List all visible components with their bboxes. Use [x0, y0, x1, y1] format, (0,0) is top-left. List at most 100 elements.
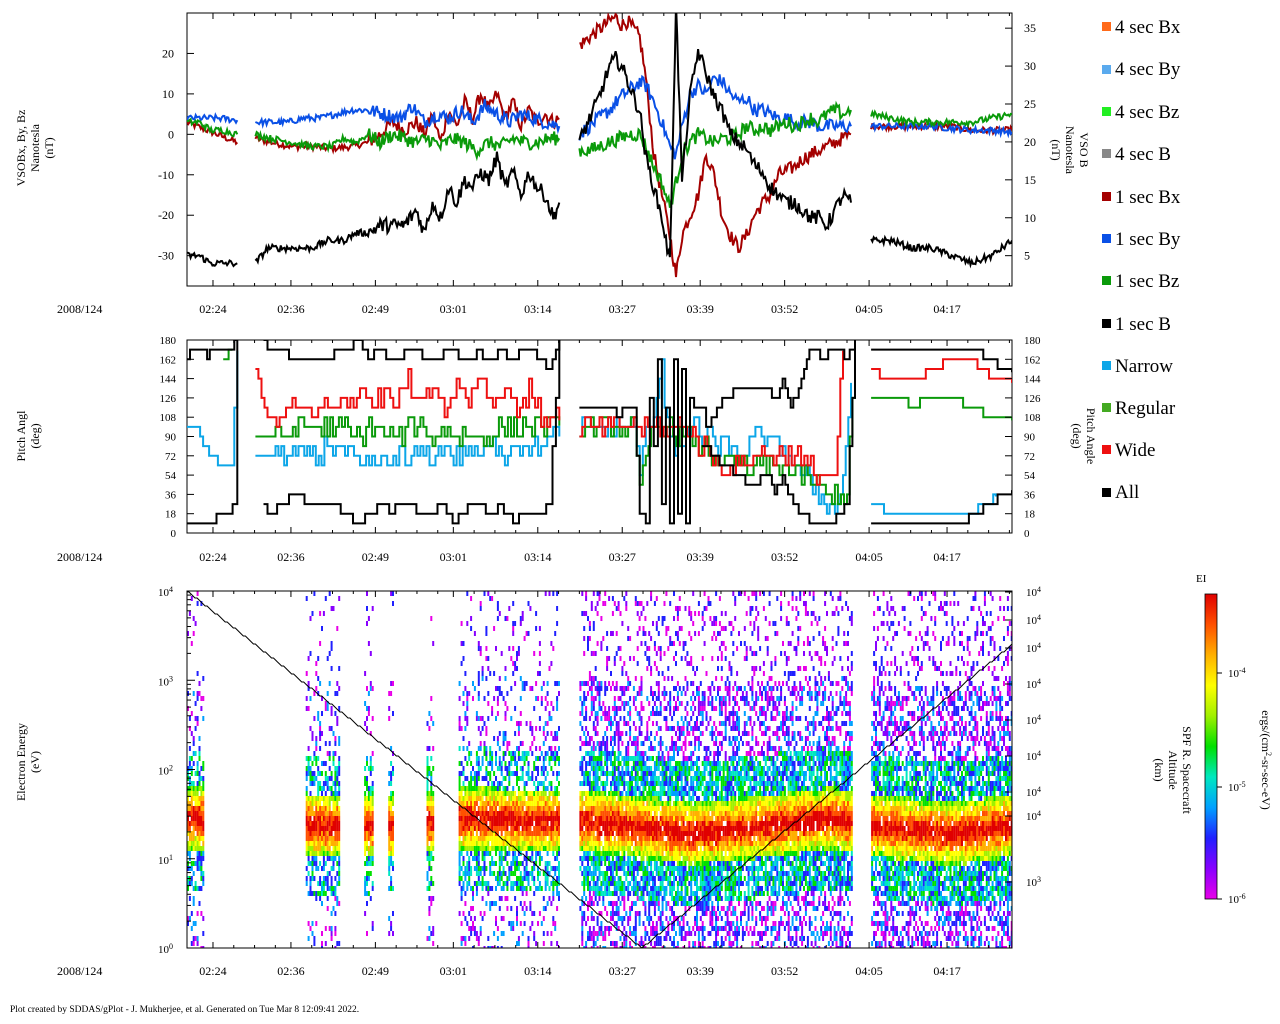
- spectrogram-cell: [608, 821, 611, 826]
- spectrogram-cell: [638, 881, 641, 886]
- spectrogram-cell: [634, 776, 637, 781]
- spectrogram-cell: [669, 836, 672, 841]
- spectrogram-cell: [315, 861, 318, 866]
- spectrogram-cell: [619, 776, 622, 781]
- spectrogram-cell: [519, 881, 522, 886]
- spectrogram-cell: [332, 606, 335, 611]
- spectrogram-cell: [552, 841, 555, 846]
- spectrogram-cell: [336, 861, 339, 866]
- spectrogram-cell: [529, 821, 532, 826]
- spectrogram-cell: [640, 801, 643, 806]
- spectrogram-cell: [338, 766, 341, 771]
- spectrogram-cell: [657, 866, 660, 871]
- spectrogram-cell: [632, 901, 635, 906]
- spectrogram-cell: [602, 811, 605, 816]
- spectrogram-cell: [485, 751, 488, 756]
- spectrogram-cell: [631, 776, 633, 781]
- spectrogram-cell: [606, 756, 609, 761]
- spectrogram-cell: [596, 816, 599, 821]
- spectrogram-cell: [675, 931, 677, 936]
- spectrogram-cell: [634, 881, 637, 886]
- spectrogram-cell: [581, 701, 584, 706]
- spectrogram-cell: [554, 811, 557, 816]
- spectrogram-cell: [650, 851, 653, 856]
- spectrogram-cell: [602, 741, 605, 746]
- spectrogram-cell: [655, 801, 658, 806]
- spectrogram-cell: [604, 861, 607, 866]
- spectrogram-cell: [652, 851, 654, 856]
- spectrogram-cell: [579, 721, 582, 726]
- spectrogram-cell: [525, 781, 528, 786]
- spectrogram-cell: [458, 696, 461, 701]
- spectrogram-cell: [477, 851, 480, 856]
- spectrogram-cell: [671, 786, 674, 791]
- series-line-1-sec-bz: [578, 100, 852, 208]
- spectrogram-cell: [468, 826, 471, 831]
- spectrogram-cell: [460, 726, 463, 731]
- spectrogram-cell: [636, 911, 639, 916]
- spectrogram-cell: [466, 811, 469, 816]
- spectrogram-cell: [659, 821, 662, 826]
- spectrogram-cell: [623, 871, 626, 876]
- spectrogram-cell: [617, 801, 620, 806]
- spectrogram-cell: [585, 866, 588, 871]
- spectrogram-cell: [531, 876, 534, 881]
- spectrogram-cell: [319, 846, 322, 851]
- y-tick-label-left: 54: [165, 470, 177, 482]
- spectrogram-cell: [611, 881, 614, 886]
- spectrogram-cell: [583, 801, 586, 806]
- spectrogram-cell: [675, 766, 677, 771]
- spectrogram-cell: [617, 876, 620, 881]
- spectrogram-cell: [587, 936, 589, 941]
- spectrogram-cell: [479, 651, 482, 656]
- spectrogram-cell: [592, 841, 595, 846]
- spectrogram-cell: [550, 661, 553, 666]
- spectrogram-cell: [196, 691, 199, 696]
- spectrogram-cell: [646, 731, 649, 736]
- spectrogram-cell: [669, 711, 672, 716]
- spectrogram-cell: [617, 751, 620, 756]
- spectrogram-cell: [483, 751, 486, 756]
- spectrogram-cell: [678, 856, 681, 861]
- spectrogram-cell: [650, 831, 653, 836]
- spectrogram-cell: [650, 786, 653, 791]
- spectrogram-cell: [588, 831, 591, 836]
- spectrogram-cell: [477, 841, 480, 846]
- spectrogram-cell: [464, 821, 467, 826]
- spectrogram-cell: [653, 701, 656, 706]
- spectrogram-cell: [188, 806, 191, 811]
- spectrogram-cell: [495, 776, 497, 781]
- spectrogram-cell: [542, 741, 545, 746]
- spectrogram-cell: [585, 771, 588, 776]
- spectrogram-cell: [592, 591, 595, 596]
- spectrogram-cell: [652, 821, 654, 826]
- spectrogram-cell: [493, 871, 496, 876]
- spectrogram-cell: [627, 871, 630, 876]
- spectrogram-cell: [194, 826, 197, 831]
- spectrogram-cell: [636, 781, 639, 786]
- spectrogram-cell: [485, 851, 488, 856]
- spectrogram-cell: [640, 936, 643, 941]
- spectrogram-cell: [676, 901, 679, 906]
- spectrogram-cell: [462, 801, 465, 806]
- spectrogram-cell: [596, 716, 599, 721]
- spectrogram-cell: [673, 851, 675, 856]
- spectrogram-cell: [330, 771, 333, 776]
- series-line-1-sec-bz: [870, 109, 1012, 129]
- spectrogram-cell: [638, 896, 641, 901]
- spectrogram-cell: [464, 811, 467, 816]
- spectrogram-cell: [426, 801, 429, 806]
- spectrogram-cell: [517, 806, 520, 811]
- x-tick-label: 04:17: [933, 550, 960, 564]
- spectrogram-cell: [650, 686, 653, 691]
- spectrogram-cell: [506, 836, 509, 841]
- spectrogram-cell: [371, 926, 374, 931]
- spectrogram-cell: [472, 846, 474, 851]
- spectrogram-cell: [519, 676, 522, 681]
- spectrogram-cell: [527, 631, 530, 636]
- spectrogram-cell: [550, 821, 553, 826]
- spectrogram-cell: [581, 856, 584, 861]
- spectrogram-cell: [336, 691, 339, 696]
- y-tick-label-left: -30: [158, 249, 174, 263]
- spectrogram-cell: [619, 881, 622, 886]
